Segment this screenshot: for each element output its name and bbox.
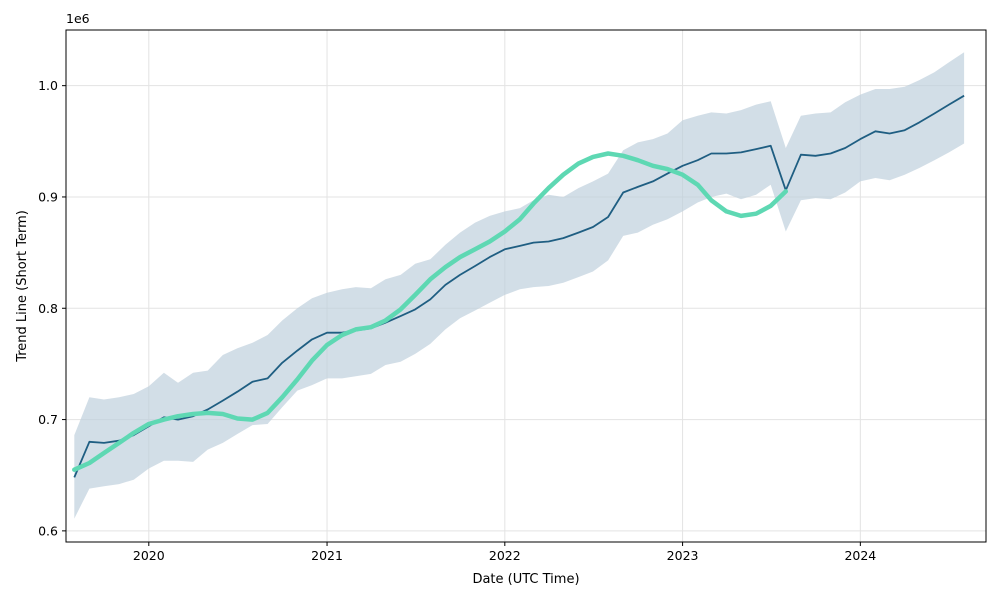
y-axis-offset-label: 1e6 xyxy=(66,11,90,26)
y-axis-title: Trend Line (Short Term) xyxy=(15,210,30,363)
trend-line-layer xyxy=(73,94,965,478)
trend-line xyxy=(73,94,965,478)
x-axis-ticks: 2020 2021 2022 2023 2024 xyxy=(133,542,876,563)
confidence-band-layer xyxy=(74,52,965,519)
y-tick-label: 0.8 xyxy=(38,301,58,316)
x-tick-label: 2023 xyxy=(667,548,699,563)
plot-frame xyxy=(65,29,987,543)
y-tick-label: 0.9 xyxy=(38,189,58,204)
y-tick-label: 0.7 xyxy=(38,412,58,427)
y-axis-ticks: 0.6 0.7 0.8 0.9 1.0 xyxy=(38,78,66,538)
smoothed-line xyxy=(72,151,789,472)
x-tick-label: 2020 xyxy=(133,548,165,563)
confidence-band xyxy=(74,52,965,519)
x-tick-label: 2021 xyxy=(311,548,343,563)
x-axis-title: Date (UTC Time) xyxy=(472,572,579,587)
y-tick-label: 0.6 xyxy=(38,523,58,538)
smoothed-line-layer xyxy=(72,151,789,472)
y-tick-label: 1.0 xyxy=(38,78,58,93)
x-tick-label: 2022 xyxy=(489,548,521,563)
x-tick-label: 2024 xyxy=(844,548,876,563)
